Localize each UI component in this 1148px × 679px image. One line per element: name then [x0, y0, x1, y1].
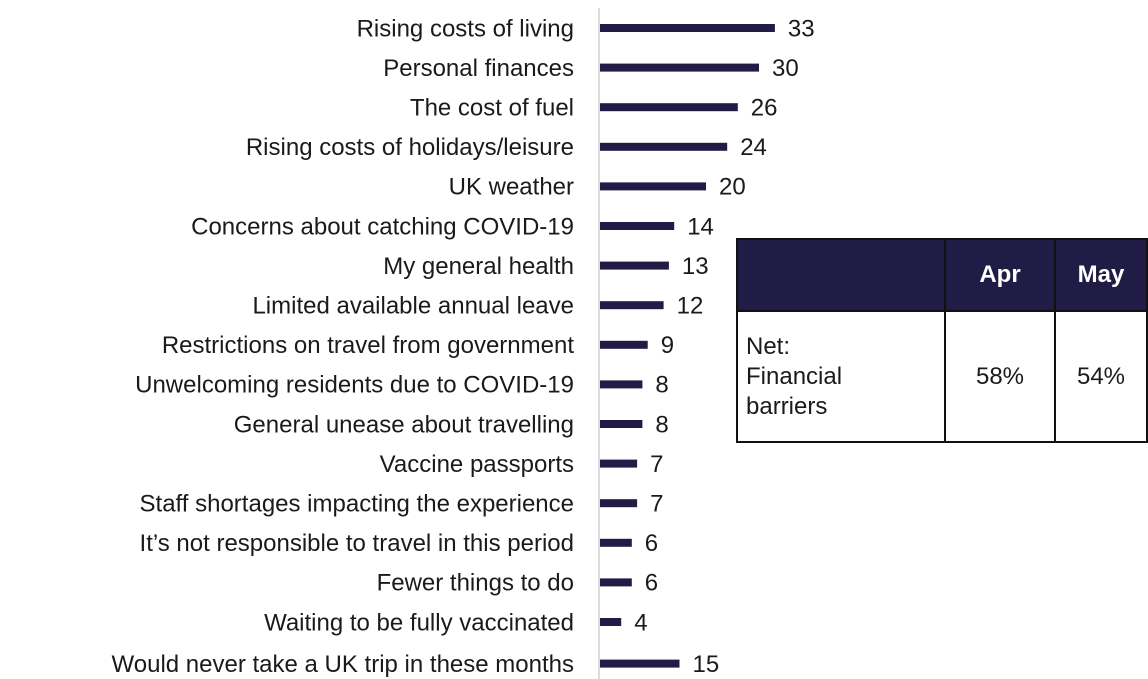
- value-label: 14: [687, 213, 714, 240]
- value-label: 6: [645, 570, 658, 597]
- value-label: 8: [655, 411, 668, 438]
- bar: [600, 380, 643, 389]
- header-row: Apr May: [736, 238, 1148, 312]
- table-cell: 54%: [1054, 310, 1148, 443]
- category-label: Rising costs of holidays/leisure: [246, 134, 574, 161]
- bar: [600, 618, 622, 626]
- bar: [600, 301, 664, 310]
- category-label: It’s not responsible to travel in this p…: [140, 530, 574, 557]
- value-label: 33: [788, 15, 815, 42]
- value-label: 7: [650, 451, 663, 478]
- category-label: Fewer things to do: [377, 570, 574, 597]
- bar: [600, 222, 675, 230]
- bar: [600, 340, 648, 349]
- category-label: Waiting to be fully vaccinated: [264, 609, 574, 636]
- category-label: Concerns about catching COVID-19: [191, 213, 574, 240]
- category-label: Unwelcoming residents due to COVID-19: [135, 372, 574, 399]
- value-label: 9: [661, 332, 674, 359]
- column-header: Apr: [944, 238, 1056, 312]
- bar: [600, 659, 680, 668]
- category-label: My general health: [383, 253, 574, 280]
- value-label: 4: [634, 609, 647, 636]
- value-label: 13: [682, 253, 709, 280]
- value-label: 24: [740, 134, 767, 161]
- bar: [600, 499, 638, 508]
- bar: [600, 24, 775, 32]
- bar: [600, 420, 643, 428]
- category-label: Vaccine passports: [380, 451, 574, 478]
- value-label: 12: [677, 293, 704, 320]
- value-label: 6: [645, 530, 658, 557]
- category-label: General unease about travelling: [234, 411, 574, 438]
- category-label: The cost of fuel: [410, 95, 574, 122]
- bar: [600, 261, 669, 270]
- header-corner: [736, 238, 946, 312]
- category-label: Limited available annual leave: [252, 293, 574, 320]
- table-cell: 58%: [944, 310, 1056, 443]
- bar: [600, 142, 728, 151]
- category-label: Restrictions on travel from government: [162, 332, 574, 359]
- value-label: 15: [693, 651, 720, 678]
- value-label: 20: [719, 174, 746, 201]
- bar: [600, 182, 706, 191]
- table-row: Net: Financial barriers 58% 54%: [736, 310, 1148, 443]
- value-label: 30: [772, 55, 799, 82]
- value-label: 26: [751, 95, 778, 122]
- row-label: Net: Financial barriers: [746, 332, 843, 420]
- row-label-cell: Net: Financial barriers: [736, 310, 946, 443]
- value-label: 8: [655, 372, 668, 399]
- category-label: Personal finances: [383, 55, 574, 82]
- bar: [600, 459, 638, 468]
- category-label: Staff shortages impacting the experience: [140, 491, 574, 518]
- summary-table: Apr May Net: Financial barriers 58% 54%: [736, 238, 1148, 443]
- value-label: 7: [650, 491, 663, 518]
- bar: [600, 538, 632, 547]
- column-header: May: [1054, 238, 1148, 312]
- category-label: Would never take a UK trip in these mont…: [112, 651, 574, 678]
- bar: [600, 103, 738, 112]
- bar: [600, 63, 759, 72]
- bar: [600, 578, 632, 587]
- category-label: UK weather: [449, 174, 574, 201]
- category-label: Rising costs of living: [357, 15, 574, 42]
